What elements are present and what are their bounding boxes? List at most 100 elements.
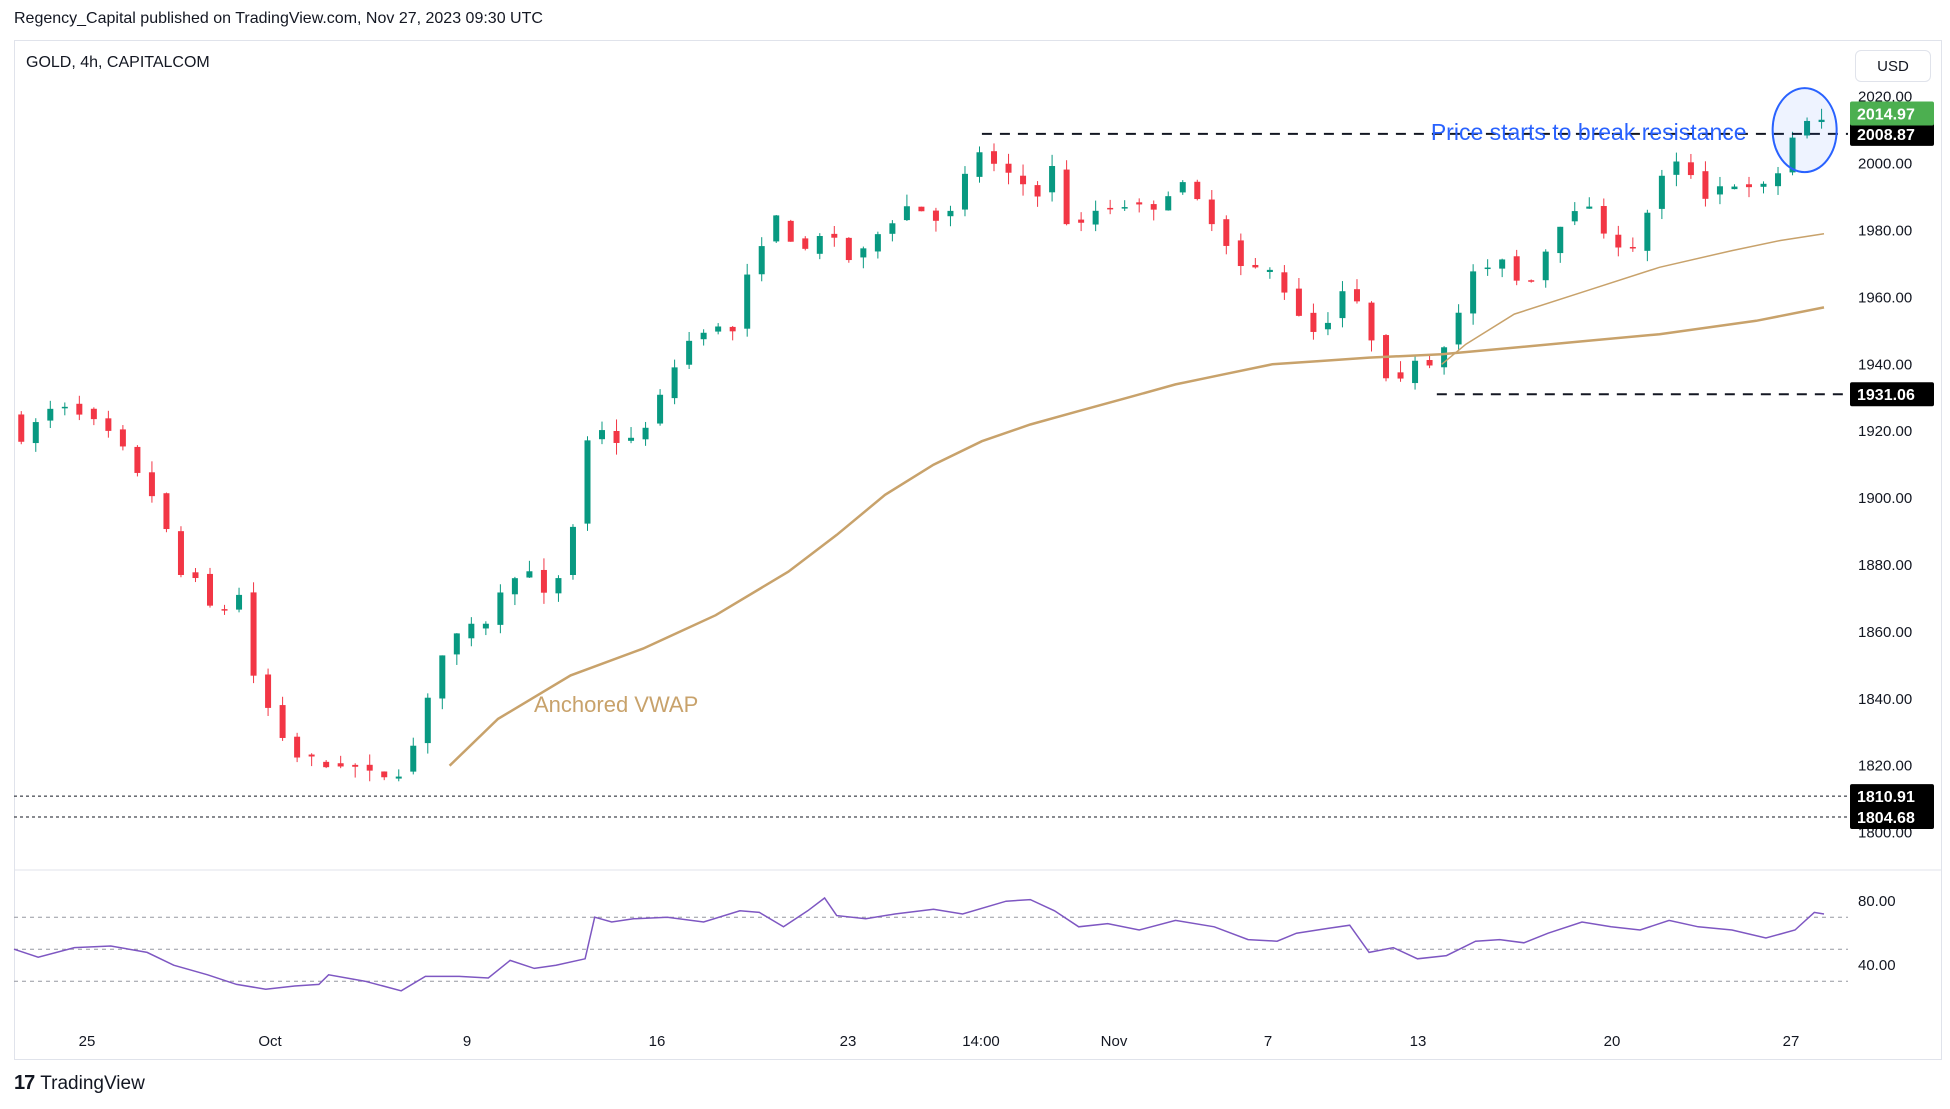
candle-body	[1339, 291, 1346, 319]
candle-body	[555, 578, 562, 594]
candle-body	[889, 223, 896, 234]
candle-body	[337, 763, 344, 767]
last-price-label: 2014.97	[1857, 107, 1915, 124]
candle-body	[831, 233, 838, 238]
tradingview-logo-text: TradingView	[40, 1072, 145, 1094]
candle-body	[1368, 302, 1375, 341]
rsi-axis-tick: 80.00	[1858, 893, 1896, 910]
candle-body	[1513, 256, 1520, 281]
publish-attribution: Regency_Capital published on TradingView…	[14, 10, 543, 27]
candle-body	[1673, 161, 1680, 175]
candle-body	[860, 248, 867, 258]
candle-body	[424, 697, 431, 744]
candle-body	[1775, 173, 1782, 187]
candle-body	[715, 326, 722, 332]
candle-body	[744, 274, 751, 329]
candle-body	[1571, 211, 1578, 222]
price-axis-tick: 1900.00	[1858, 490, 1912, 507]
tradingview-logo[interactable]: 17 TradingView	[14, 1072, 145, 1095]
rsi-pane: 80.00 40.00	[13, 893, 1896, 992]
symbol-info: GOLD, 4h, CAPITALCOM	[26, 54, 210, 71]
candle-body	[148, 472, 155, 497]
rsi-line	[13, 896, 1825, 992]
candle-body	[599, 430, 606, 440]
candle-body	[236, 594, 243, 610]
level-label: 1810.91	[1857, 789, 1915, 806]
candle-body	[119, 429, 126, 447]
candle-body	[163, 493, 170, 530]
price-axis-tick: 1980.00	[1858, 222, 1912, 239]
candle-body	[1658, 175, 1665, 209]
candle-body	[642, 427, 649, 440]
rsi-axis-tick: 40.00	[1858, 957, 1896, 974]
last-price-tag-bg	[1850, 101, 1934, 126]
candle-body	[758, 246, 765, 275]
candle-body	[1731, 186, 1738, 190]
candle-body	[1281, 272, 1288, 293]
candle-body	[1165, 196, 1172, 211]
candle-body	[1702, 171, 1709, 199]
time-axis-tick: 13	[1410, 1033, 1427, 1050]
candle-body	[1441, 347, 1448, 368]
candle-body	[1266, 269, 1273, 273]
candle-body	[308, 754, 315, 757]
candle-body	[105, 418, 112, 431]
candle-body	[1179, 182, 1186, 193]
candle-body	[1412, 360, 1419, 384]
candle-body	[787, 220, 794, 242]
candle-body	[1121, 207, 1128, 209]
candle-body	[1426, 360, 1433, 366]
candle-body	[991, 151, 998, 164]
candle-body	[1092, 210, 1099, 225]
candle-body	[1063, 169, 1070, 225]
currency-button[interactable]: USD	[1855, 50, 1931, 82]
level-label-bg	[1850, 382, 1934, 407]
candle-body	[1049, 166, 1056, 193]
candle-body	[1586, 206, 1593, 209]
level-label: 1804.68	[1857, 810, 1915, 827]
candle-body	[874, 234, 881, 252]
candle-body	[1310, 312, 1317, 332]
candle-body	[366, 764, 373, 771]
level-label-bg	[1850, 804, 1934, 829]
candle-body	[1557, 226, 1564, 254]
candle-body	[294, 736, 301, 758]
price-axis-tick: 1880.00	[1858, 557, 1912, 574]
candle-body	[1804, 120, 1811, 136]
level-label: 2008.87	[1857, 127, 1915, 144]
candle-body	[1295, 288, 1302, 316]
candle-body	[32, 422, 39, 444]
candle-body	[134, 446, 141, 473]
candle-body	[482, 623, 489, 629]
candle-body	[1484, 267, 1491, 270]
level-label: 1931.06	[1857, 387, 1915, 404]
price-axis-tick: 1960.00	[1858, 289, 1912, 306]
vwap-line	[448, 306, 1825, 767]
candle-body	[279, 705, 286, 738]
candle-body	[1760, 183, 1767, 187]
time-axis-tick: 9	[463, 1033, 471, 1050]
candle-body	[177, 531, 184, 575]
price-axis-tick: 2000.00	[1858, 156, 1912, 173]
candle-body	[1600, 206, 1607, 234]
candle-body	[1745, 184, 1752, 188]
time-axis-tick: 25	[79, 1033, 96, 1050]
chart-frame	[14, 40, 1942, 1060]
candle-body	[1629, 246, 1636, 249]
candle-body	[1818, 119, 1825, 123]
level-label-bg	[1850, 121, 1934, 146]
candle-body	[497, 592, 504, 625]
candle-body	[961, 173, 968, 210]
candle-body	[1020, 175, 1027, 185]
candle-body	[1252, 264, 1259, 268]
candle-body	[468, 623, 475, 639]
candle-body	[613, 430, 620, 443]
candle-body	[1397, 372, 1404, 379]
vwap-line	[1441, 233, 1825, 365]
candle-body	[76, 403, 83, 415]
candle-body	[90, 408, 97, 420]
price-axis-tick: 1920.00	[1858, 423, 1912, 440]
time-axis-tick: 27	[1783, 1033, 1800, 1050]
candle-body	[1150, 204, 1157, 210]
